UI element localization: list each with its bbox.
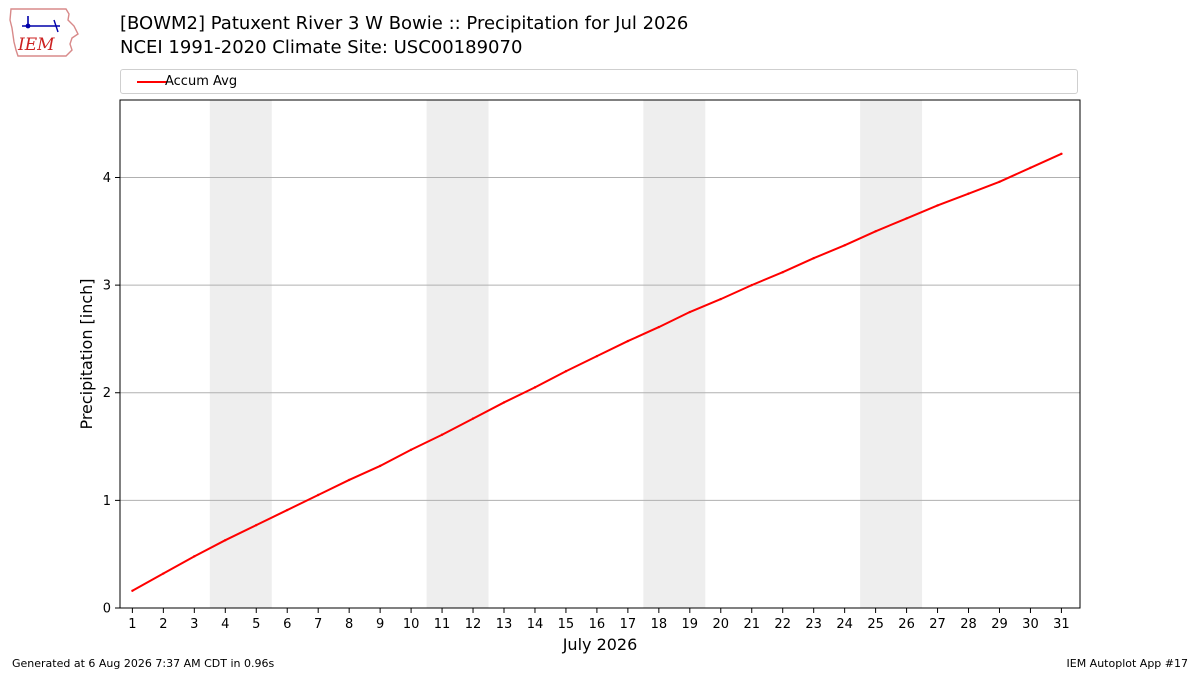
y-tick-label-0: 0: [103, 602, 111, 617]
data-point-day-7: [316, 493, 320, 497]
logo-text: IEM: [17, 35, 55, 55]
x-tick-label-28: 28: [960, 617, 977, 632]
x-tick-label-6: 6: [283, 617, 291, 632]
data-point-day-2: [162, 572, 165, 575]
legend-swatch-accum-avg: [137, 81, 167, 83]
series-line-accum-avg: [131, 152, 1062, 592]
data-point-day-20: [719, 297, 722, 301]
x-tick-label-13: 13: [496, 617, 513, 632]
data-point-day-6: [286, 508, 289, 512]
data-point-day-13: [502, 401, 506, 404]
data-point-day-15: [564, 370, 568, 373]
data-point-day-31: [1060, 152, 1063, 156]
data-point-day-19: [688, 310, 692, 314]
x-tick-label-10: 10: [403, 617, 420, 632]
data-point-day-14: [533, 386, 537, 389]
x-tick-label-4: 4: [221, 617, 229, 632]
y-tick-label-1: 1: [103, 494, 111, 509]
weekend-band-4: [860, 100, 923, 608]
x-tick-label-7: 7: [314, 617, 322, 632]
weekend-band-1: [209, 100, 272, 608]
data-point-day-24: [843, 244, 846, 247]
x-tick-label-16: 16: [589, 617, 606, 632]
data-point-day-11: [440, 433, 444, 436]
iem-logo: IEM: [9, 8, 79, 57]
x-tick-label-14: 14: [527, 617, 544, 632]
weekend-band-3: [643, 100, 706, 608]
x-tick-label-30: 30: [1022, 617, 1039, 632]
x-tick-label-24: 24: [836, 617, 853, 632]
x-tick-label-12: 12: [465, 617, 482, 632]
x-tick-label-29: 29: [991, 617, 1008, 632]
x-tick-label-26: 26: [898, 617, 915, 632]
plot-frame: [119, 99, 1081, 609]
data-point-day-3: [193, 555, 196, 558]
x-axis-label: July 2026: [562, 635, 638, 654]
chart-title: [BOWM2] Patuxent River 3 W Bowie :: Prec…: [120, 13, 689, 34]
x-tick-label-17: 17: [620, 617, 637, 632]
data-point-day-22: [781, 271, 784, 274]
x-tick-label-11: 11: [434, 617, 451, 632]
data-point-day-4: [224, 538, 227, 542]
data-point-day-23: [812, 257, 815, 260]
y-tick-label-3: 3: [103, 279, 111, 294]
data-point-day-29: [998, 180, 1001, 183]
data-point-day-1: [131, 589, 134, 592]
legend-label-accum-avg: Accum Avg: [165, 74, 238, 89]
data-point-day-9: [378, 464, 382, 468]
data-point-day-27: [936, 204, 939, 207]
x-tick-label-21: 21: [743, 617, 760, 632]
legend: Accum Avg: [120, 69, 1078, 94]
data-point-day-17: [626, 339, 630, 343]
x-tick-label-31: 31: [1053, 617, 1070, 632]
data-point-day-28: [967, 192, 970, 195]
data-point-day-12: [471, 417, 475, 420]
y-tick-label-4: 4: [103, 171, 111, 186]
x-tick-label-27: 27: [929, 617, 946, 632]
x-tick-label-23: 23: [805, 617, 822, 632]
data-point-day-18: [657, 325, 661, 329]
data-point-day-26: [905, 217, 908, 220]
x-tick-label-20: 20: [713, 617, 730, 632]
x-tick-label-5: 5: [252, 617, 260, 632]
x-tick-label-3: 3: [190, 617, 198, 632]
data-point-day-30: [1029, 166, 1032, 170]
chart-subtitle: NCEI 1991-2020 Climate Site: USC00189070: [120, 37, 523, 58]
iowa-state-outline-icon: [9, 8, 79, 57]
x-tick-label-9: 9: [376, 617, 384, 632]
x-tick-label-2: 2: [159, 617, 167, 632]
app-footer: IEM Autoplot App #17: [1066, 657, 1189, 670]
x-tick-label-22: 22: [774, 617, 791, 632]
x-tick-label-25: 25: [867, 617, 884, 632]
data-point-day-25: [874, 230, 877, 233]
x-tick-label-19: 19: [682, 617, 699, 632]
y-axis-label: Precipitation [inch]: [77, 278, 96, 429]
x-tick-label-18: 18: [651, 617, 668, 632]
data-point-day-10: [409, 448, 413, 451]
data-point-day-5: [255, 523, 258, 527]
data-point-day-8: [347, 478, 351, 482]
weekend-band-2: [426, 100, 489, 608]
x-tick-label-1: 1: [128, 617, 136, 632]
x-tick-label-15: 15: [558, 617, 575, 632]
generated-footer: Generated at 6 Aug 2026 7:37 AM CDT in 0…: [12, 657, 275, 670]
x-tick-label-8: 8: [345, 617, 353, 632]
data-point-day-21: [750, 283, 753, 287]
y-tick-label-2: 2: [103, 386, 111, 401]
data-point-day-16: [595, 354, 599, 358]
